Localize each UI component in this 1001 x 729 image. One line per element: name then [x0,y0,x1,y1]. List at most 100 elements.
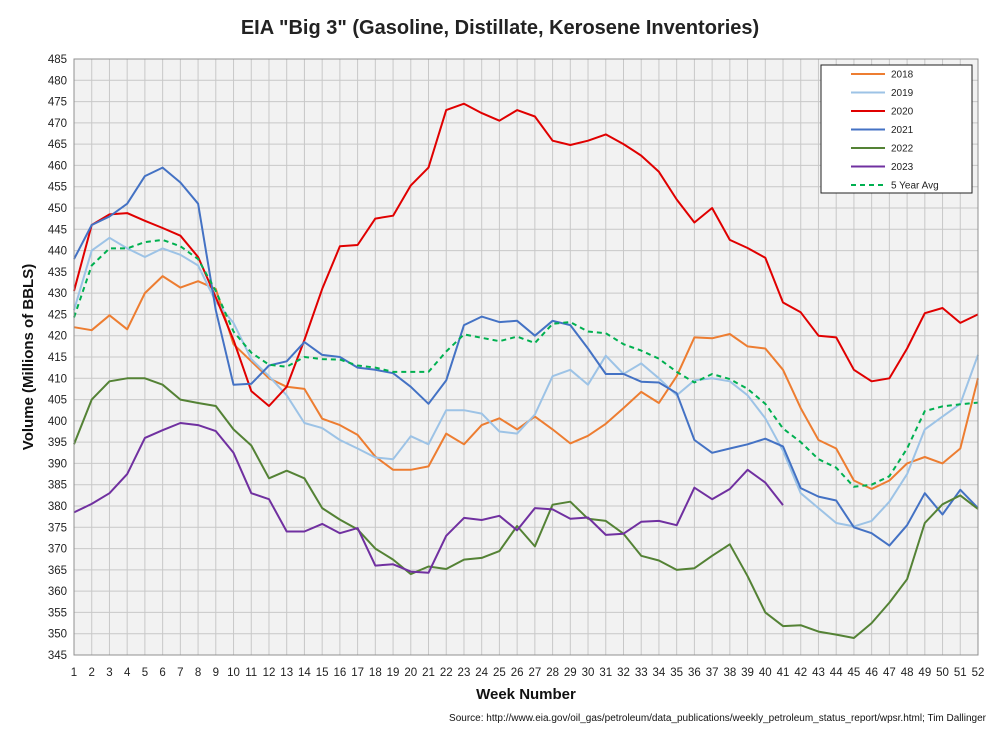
x-tick-label: 33 [635,667,648,679]
x-tick-label: 13 [280,667,293,679]
x-tick-label: 19 [387,667,400,679]
series-line-2022 [73,377,979,639]
x-tick-label: 5 [142,667,148,679]
x-tick-label: 51 [954,667,967,679]
x-tick-label: 25 [493,667,506,679]
y-tick-label: 425 [48,309,67,321]
x-tick-label: 12 [263,667,276,679]
y-tick-label: 485 [48,54,67,66]
x-tick-label: 24 [475,667,488,679]
chart-title: EIA "Big 3" (Gasoline, Distillate, Keros… [241,17,759,39]
y-tick-label: 430 [48,288,67,300]
x-tick-label: 49 [918,667,931,679]
x-tick-label: 16 [333,667,346,679]
legend-label: 2023 [891,162,914,173]
x-tick-label: 20 [404,667,417,679]
x-tick-label: 35 [670,667,683,679]
x-tick-label: 39 [741,667,754,679]
y-tick-label: 450 [48,203,67,215]
y-tick-label: 435 [48,267,67,279]
grid-lines [73,58,979,656]
y-tick-label: 455 [48,182,67,194]
x-tick-label: 11 [245,667,257,679]
x-tick-label: 32 [617,667,630,679]
x-tick-label: 48 [901,667,914,679]
x-tick-label: 6 [159,667,165,679]
x-tick-label: 10 [227,667,240,679]
y-tick-label: 355 [48,607,67,619]
x-tick-label: 45 [848,667,861,679]
y-tick-label: 415 [48,352,67,364]
y-tick-label: 475 [48,97,67,109]
series-line-2023 [73,422,784,574]
legend-label: 2019 [891,88,914,99]
y-tick-label: 470 [48,118,67,130]
legend-label: 5 Year Avg [891,181,939,192]
y-tick-label: 360 [48,586,67,598]
y-tick-label: 420 [48,331,67,343]
x-tick-label: 37 [706,667,719,679]
x-tick-label: 22 [440,667,453,679]
legend-label: 2021 [891,125,914,136]
legend: 2018 2019 2020 2021 2022 2023 5 Year Avg [820,64,973,194]
x-tick-label: 41 [777,667,790,679]
x-tick-label: 4 [124,667,131,679]
y-tick-label: 460 [48,160,67,172]
plot-border [73,58,979,656]
y-tick-label: 395 [48,437,67,449]
x-tick-label: 50 [936,667,949,679]
source-note: Source: http://www.eia.gov/oil_gas/petro… [449,713,987,724]
legend-label: 2018 [891,70,914,81]
x-tick-label: 18 [369,667,382,679]
x-tick-label: 29 [564,667,577,679]
y-tick-label: 380 [48,501,67,513]
x-tick-labels: 1 2 3 4 5 6 7 8 9 10 11 12 13 14 15 16 17 18 19 20 21 22 23 24 2… [71,667,985,679]
x-tick-label: 9 [213,667,219,679]
legend-label: 2022 [891,144,914,155]
y-axis-label: Volume (Millions of BBLS) [20,264,37,450]
x-tick-label: 7 [177,667,183,679]
x-tick-label: 42 [794,667,807,679]
x-tick-label: 28 [546,667,559,679]
x-tick-label: 3 [106,667,112,679]
x-tick-label: 2 [89,667,95,679]
y-tick-label: 445 [48,224,67,236]
series-line-5-year-avg [73,238,979,488]
x-tick-label: 47 [883,667,896,679]
x-tick-label: 15 [316,667,329,679]
x-tick-label: 36 [688,667,701,679]
y-tick-label: 345 [48,650,67,662]
x-tick-label: 8 [195,667,201,679]
y-tick-label: 480 [48,75,67,87]
y-tick-label: 465 [48,139,67,151]
x-tick-label: 27 [528,667,541,679]
x-tick-label: 26 [511,667,524,679]
x-tick-label: 14 [298,667,311,679]
x-tick-label: 34 [653,667,666,679]
y-tick-label: 410 [48,373,67,385]
x-tick-label: 46 [865,667,878,679]
y-tick-label: 385 [48,480,67,492]
x-axis-label: Week Number [476,686,576,703]
y-tick-label: 390 [48,458,67,470]
y-tick-label: 375 [48,522,67,534]
x-tick-label: 44 [830,667,843,679]
x-tick-label: 31 [599,667,612,679]
y-tick-label: 370 [48,544,67,556]
y-tick-label: 400 [48,416,67,428]
series-line-2021 [73,166,979,547]
x-tick-label: 52 [972,667,985,679]
x-tick-label: 23 [458,667,471,679]
x-tick-label: 21 [422,667,435,679]
x-tick-label: 1 [71,667,77,679]
y-tick-label: 440 [48,246,67,258]
y-tick-label: 405 [48,395,67,407]
x-tick-label: 43 [812,667,825,679]
x-tick-label: 40 [759,667,772,679]
x-tick-label: 30 [582,667,595,679]
x-tick-label: 17 [351,667,364,679]
legend-label: 2020 [891,107,914,118]
x-tick-label: 38 [723,667,736,679]
